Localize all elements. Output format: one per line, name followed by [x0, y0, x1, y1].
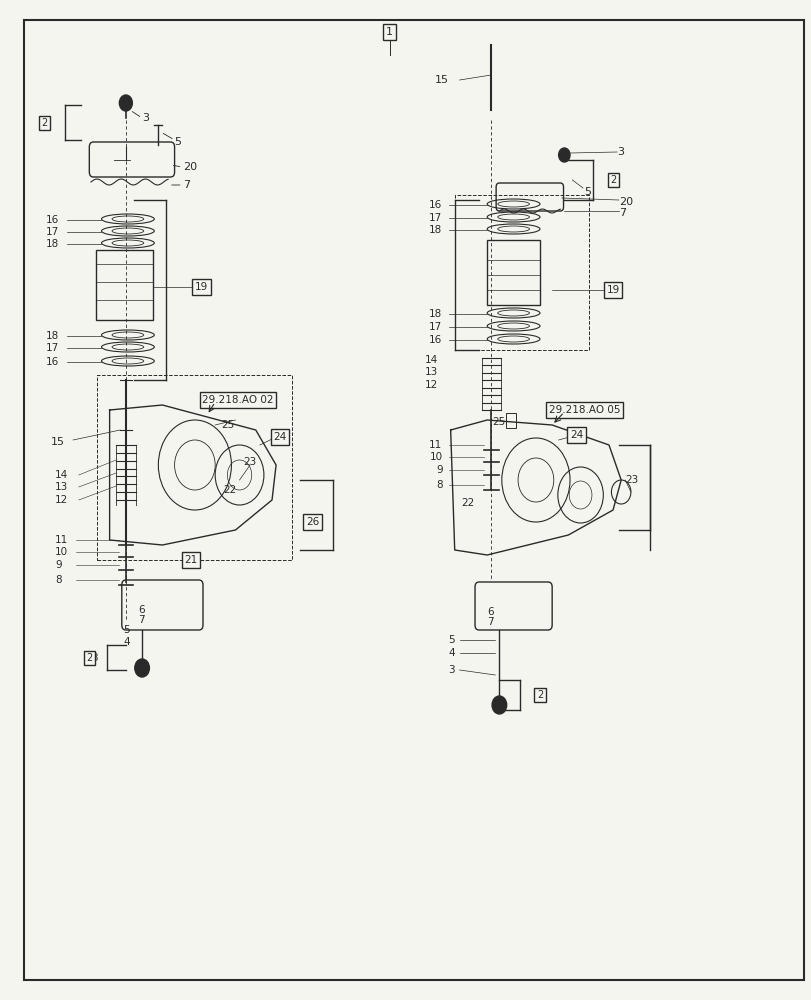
Text: 5: 5	[123, 625, 130, 635]
Text: 2: 2	[609, 175, 616, 185]
Text: 16: 16	[46, 357, 59, 367]
Text: 17: 17	[46, 227, 59, 237]
Ellipse shape	[112, 228, 144, 234]
Text: 18: 18	[429, 309, 442, 319]
Text: 3: 3	[448, 665, 454, 675]
Text: 6: 6	[138, 605, 144, 615]
Text: 9: 9	[55, 560, 62, 570]
Ellipse shape	[112, 344, 144, 350]
Text: 4: 4	[448, 648, 454, 658]
Text: 11: 11	[55, 535, 68, 545]
Text: 23: 23	[243, 457, 256, 467]
Ellipse shape	[112, 216, 144, 222]
Text: 3: 3	[616, 147, 624, 157]
Text: 19: 19	[606, 285, 619, 295]
Ellipse shape	[112, 240, 144, 246]
Circle shape	[558, 148, 569, 162]
Circle shape	[491, 696, 506, 714]
Bar	[505, 413, 515, 428]
Text: 22: 22	[223, 485, 236, 495]
Text: 7: 7	[487, 617, 493, 627]
Text: 5: 5	[174, 137, 182, 147]
Text: 12: 12	[425, 380, 438, 390]
Circle shape	[135, 659, 149, 677]
Text: 12: 12	[55, 495, 68, 505]
Text: 6: 6	[487, 607, 493, 617]
Text: 5: 5	[584, 187, 591, 197]
Ellipse shape	[497, 323, 529, 329]
Ellipse shape	[497, 214, 529, 220]
Text: 24: 24	[569, 430, 582, 440]
Text: 25: 25	[221, 420, 234, 430]
Text: 20: 20	[182, 162, 196, 172]
Text: 17: 17	[46, 343, 59, 353]
Text: 9: 9	[436, 465, 442, 475]
Text: 18: 18	[429, 225, 442, 235]
Text: 1: 1	[386, 27, 393, 37]
Text: 26: 26	[306, 517, 319, 527]
Text: 29.218.AO 05: 29.218.AO 05	[548, 405, 620, 415]
Text: 19: 19	[195, 282, 208, 292]
Text: 15: 15	[50, 437, 64, 447]
Text: 7: 7	[138, 615, 144, 625]
Text: 10: 10	[55, 547, 68, 557]
Text: 13: 13	[425, 367, 438, 377]
Text: 14: 14	[55, 470, 68, 480]
Ellipse shape	[112, 332, 144, 338]
Ellipse shape	[112, 358, 144, 364]
Text: 7: 7	[182, 180, 190, 190]
Text: 10: 10	[429, 452, 442, 462]
Text: 14: 14	[425, 355, 438, 365]
Ellipse shape	[497, 226, 529, 232]
Text: 5: 5	[448, 635, 454, 645]
Text: 17: 17	[429, 213, 442, 223]
Text: 29.218.AO 02: 29.218.AO 02	[202, 395, 273, 405]
Text: 4: 4	[123, 637, 130, 647]
Text: 2: 2	[536, 690, 543, 700]
Bar	[454, 195, 588, 350]
Bar	[96, 250, 152, 320]
Bar	[487, 240, 539, 305]
Text: 13: 13	[55, 482, 68, 492]
Ellipse shape	[497, 310, 529, 316]
Text: 25: 25	[491, 417, 504, 427]
Text: 22: 22	[461, 498, 474, 508]
Text: 20: 20	[618, 197, 632, 207]
Text: 18: 18	[46, 239, 59, 249]
Ellipse shape	[497, 336, 529, 342]
Text: 23: 23	[624, 475, 637, 485]
Text: 11: 11	[429, 440, 442, 450]
Text: 17: 17	[429, 322, 442, 332]
Text: 8: 8	[436, 480, 442, 490]
Text: 21: 21	[184, 555, 197, 565]
Text: 16: 16	[46, 215, 59, 225]
Text: 7: 7	[618, 208, 625, 218]
Text: 3: 3	[142, 113, 149, 123]
Ellipse shape	[497, 201, 529, 207]
Text: 8: 8	[55, 575, 62, 585]
Circle shape	[119, 95, 132, 111]
Text: 2: 2	[41, 118, 48, 128]
Text: 16: 16	[429, 200, 442, 210]
Bar	[97, 375, 292, 560]
Text: 24: 24	[273, 432, 286, 442]
Text: 2: 2	[86, 653, 92, 663]
Text: 16: 16	[429, 335, 442, 345]
Text: 18: 18	[46, 331, 59, 341]
Text: 15: 15	[434, 75, 448, 85]
Text: 3: 3	[91, 653, 97, 663]
